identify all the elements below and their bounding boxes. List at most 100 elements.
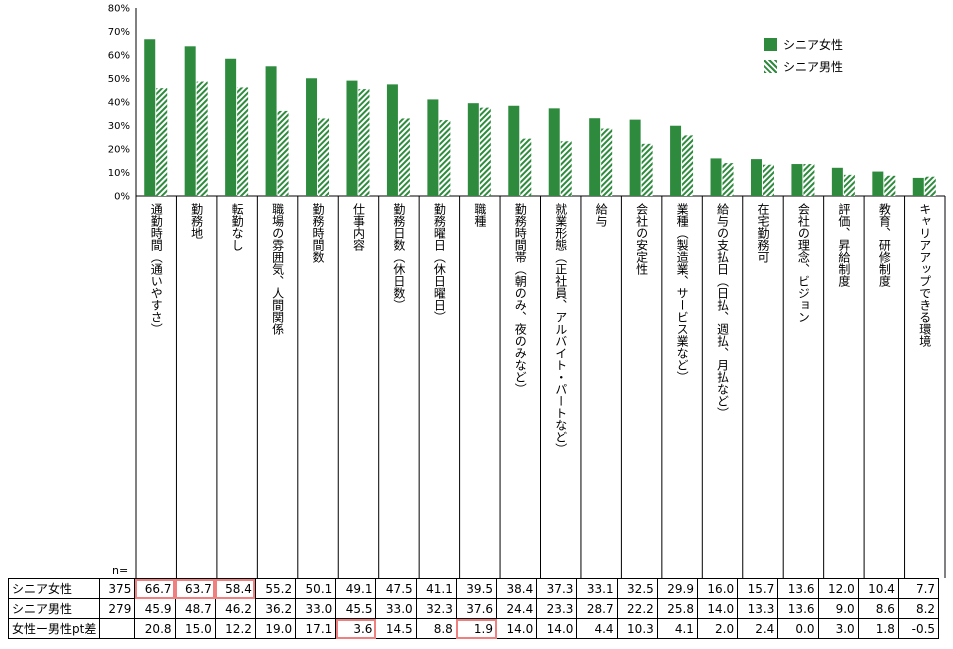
data-table: シニア女性 375 66.7 63.7 58.4 55.2 50.1 49.1 47.5 41.1… <box>7 578 940 639</box>
data-label: 15.0 <box>174 618 216 639</box>
legend-item-female: シニア女性 <box>764 33 843 55</box>
data-label: 14.0 <box>696 598 739 619</box>
legend: シニア女性 シニア男性 <box>764 33 843 77</box>
data-label: 3.6 <box>335 618 377 639</box>
data-label: 45.9 <box>134 598 176 619</box>
data-label: 32.5 <box>616 578 658 599</box>
category-label: 職種 <box>472 203 487 227</box>
bar-male <box>843 174 855 196</box>
bar-female <box>629 119 641 196</box>
data-label: 8.2 <box>897 598 940 619</box>
bar-male <box>479 107 491 196</box>
bar-male <box>924 176 936 196</box>
data-label: 41.1 <box>415 578 457 599</box>
y-tick-label: 40% <box>108 98 130 109</box>
legend-label-male: シニア男性 <box>783 59 844 74</box>
data-label: 23.3 <box>536 598 578 619</box>
bar-female <box>386 84 398 196</box>
bar-female <box>427 99 439 196</box>
bar-male <box>439 120 451 196</box>
category-label: 給与 <box>594 203 609 227</box>
n-value: 375 <box>99 578 136 599</box>
n-value: 279 <box>99 598 136 619</box>
category-label: キャリアアップできる環境 <box>917 203 932 347</box>
data-label: 2.4 <box>737 618 779 639</box>
data-label: 33.0 <box>375 598 417 619</box>
bar-male <box>682 135 694 196</box>
data-label: 48.7 <box>174 598 216 619</box>
data-label: 58.4 <box>214 578 256 599</box>
data-label: 20.8 <box>134 618 176 639</box>
data-label: 13.6 <box>777 598 819 619</box>
data-label: 9.0 <box>817 598 859 619</box>
row-label: シニア男性 <box>7 598 101 619</box>
y-tick-label: 10% <box>108 168 130 179</box>
table-row: シニア女性 375 66.7 63.7 58.4 55.2 50.1 49.1 47.5 41.1… <box>7 578 940 599</box>
category-label: 勤務地 <box>189 203 204 239</box>
bar-female <box>225 58 237 197</box>
data-label: 0.0 <box>777 618 819 639</box>
y-tick-label: 80% <box>108 4 130 15</box>
data-label: 25.8 <box>656 598 698 619</box>
y-tick-label: 60% <box>108 51 130 62</box>
legend-item-male: シニア男性 <box>764 55 843 77</box>
table-row: シニア男性 279 45.9 48.7 46.2 36.2 33.0 45.5 33.0 32.3… <box>7 598 940 619</box>
category-label: 評価、昇給制度 <box>836 203 851 287</box>
data-label: 19.0 <box>254 618 297 639</box>
data-label: 63.7 <box>174 578 216 599</box>
category-label: 勤務日数（休日数） <box>391 203 406 311</box>
bar-male <box>358 89 370 196</box>
bar-female <box>184 46 196 197</box>
data-label: 14.5 <box>375 618 417 639</box>
bar-female <box>831 167 843 196</box>
data-label: 37.3 <box>536 578 578 599</box>
category-label: 給与の支払日（日払、週払、月払など） <box>715 203 730 419</box>
data-label: 45.5 <box>335 598 377 619</box>
bar-female <box>508 105 520 196</box>
data-label: 10.4 <box>857 578 899 599</box>
data-label: 36.2 <box>254 598 297 619</box>
data-label: 7.7 <box>897 578 940 599</box>
bar-male <box>641 143 653 196</box>
category-label: 業種（製造業、サービス業など） <box>675 203 690 383</box>
data-label: 46.2 <box>214 598 256 619</box>
category-label: 通勤時間（通いやすさ） <box>149 203 164 335</box>
data-label: 38.4 <box>496 578 538 599</box>
legend-swatch-solid <box>764 37 777 51</box>
bar-male <box>318 118 330 196</box>
data-label: 1.9 <box>455 618 498 639</box>
bar-male <box>722 163 734 196</box>
bar-male <box>398 118 410 196</box>
bar-female <box>144 39 156 196</box>
data-label: 13.6 <box>777 578 819 599</box>
data-label: 29.9 <box>656 578 698 599</box>
category-label: 勤務時間数 <box>311 203 326 263</box>
data-label: 24.4 <box>496 598 538 619</box>
row-label: 女性ー男性pt差 <box>7 618 101 639</box>
data-label: 17.1 <box>295 618 337 639</box>
bar-male <box>520 138 532 196</box>
data-label: 8.8 <box>415 618 457 639</box>
bar-female <box>750 159 762 196</box>
category-label: 教育、研修制度 <box>877 203 892 287</box>
data-label: 22.2 <box>616 598 658 619</box>
bar-female <box>548 108 560 196</box>
category-label: 在宅勤務可 <box>755 203 770 263</box>
bar-male <box>156 88 168 196</box>
data-label: 49.1 <box>335 578 377 599</box>
data-label: 8.6 <box>857 598 899 619</box>
bar-male <box>560 141 572 196</box>
category-label: 勤務曜日（休日曜日） <box>432 203 447 323</box>
data-label: 66.7 <box>134 578 176 599</box>
bar-male <box>196 81 208 196</box>
data-label: 14.0 <box>536 618 578 639</box>
data-label: 14.0 <box>496 618 538 639</box>
bar-female <box>265 66 277 196</box>
category-label: 会社の理念、ビジョン <box>796 203 811 323</box>
bar-female <box>346 80 358 196</box>
category-label: 仕事内容 <box>351 203 366 251</box>
legend-label-female: シニア女性 <box>783 37 844 52</box>
data-label: 55.2 <box>254 578 297 599</box>
table-row: 女性ー男性pt差 20.8 15.0 12.2 19.0 17.1 3.6 14.5 8.8 1.… <box>7 618 940 639</box>
